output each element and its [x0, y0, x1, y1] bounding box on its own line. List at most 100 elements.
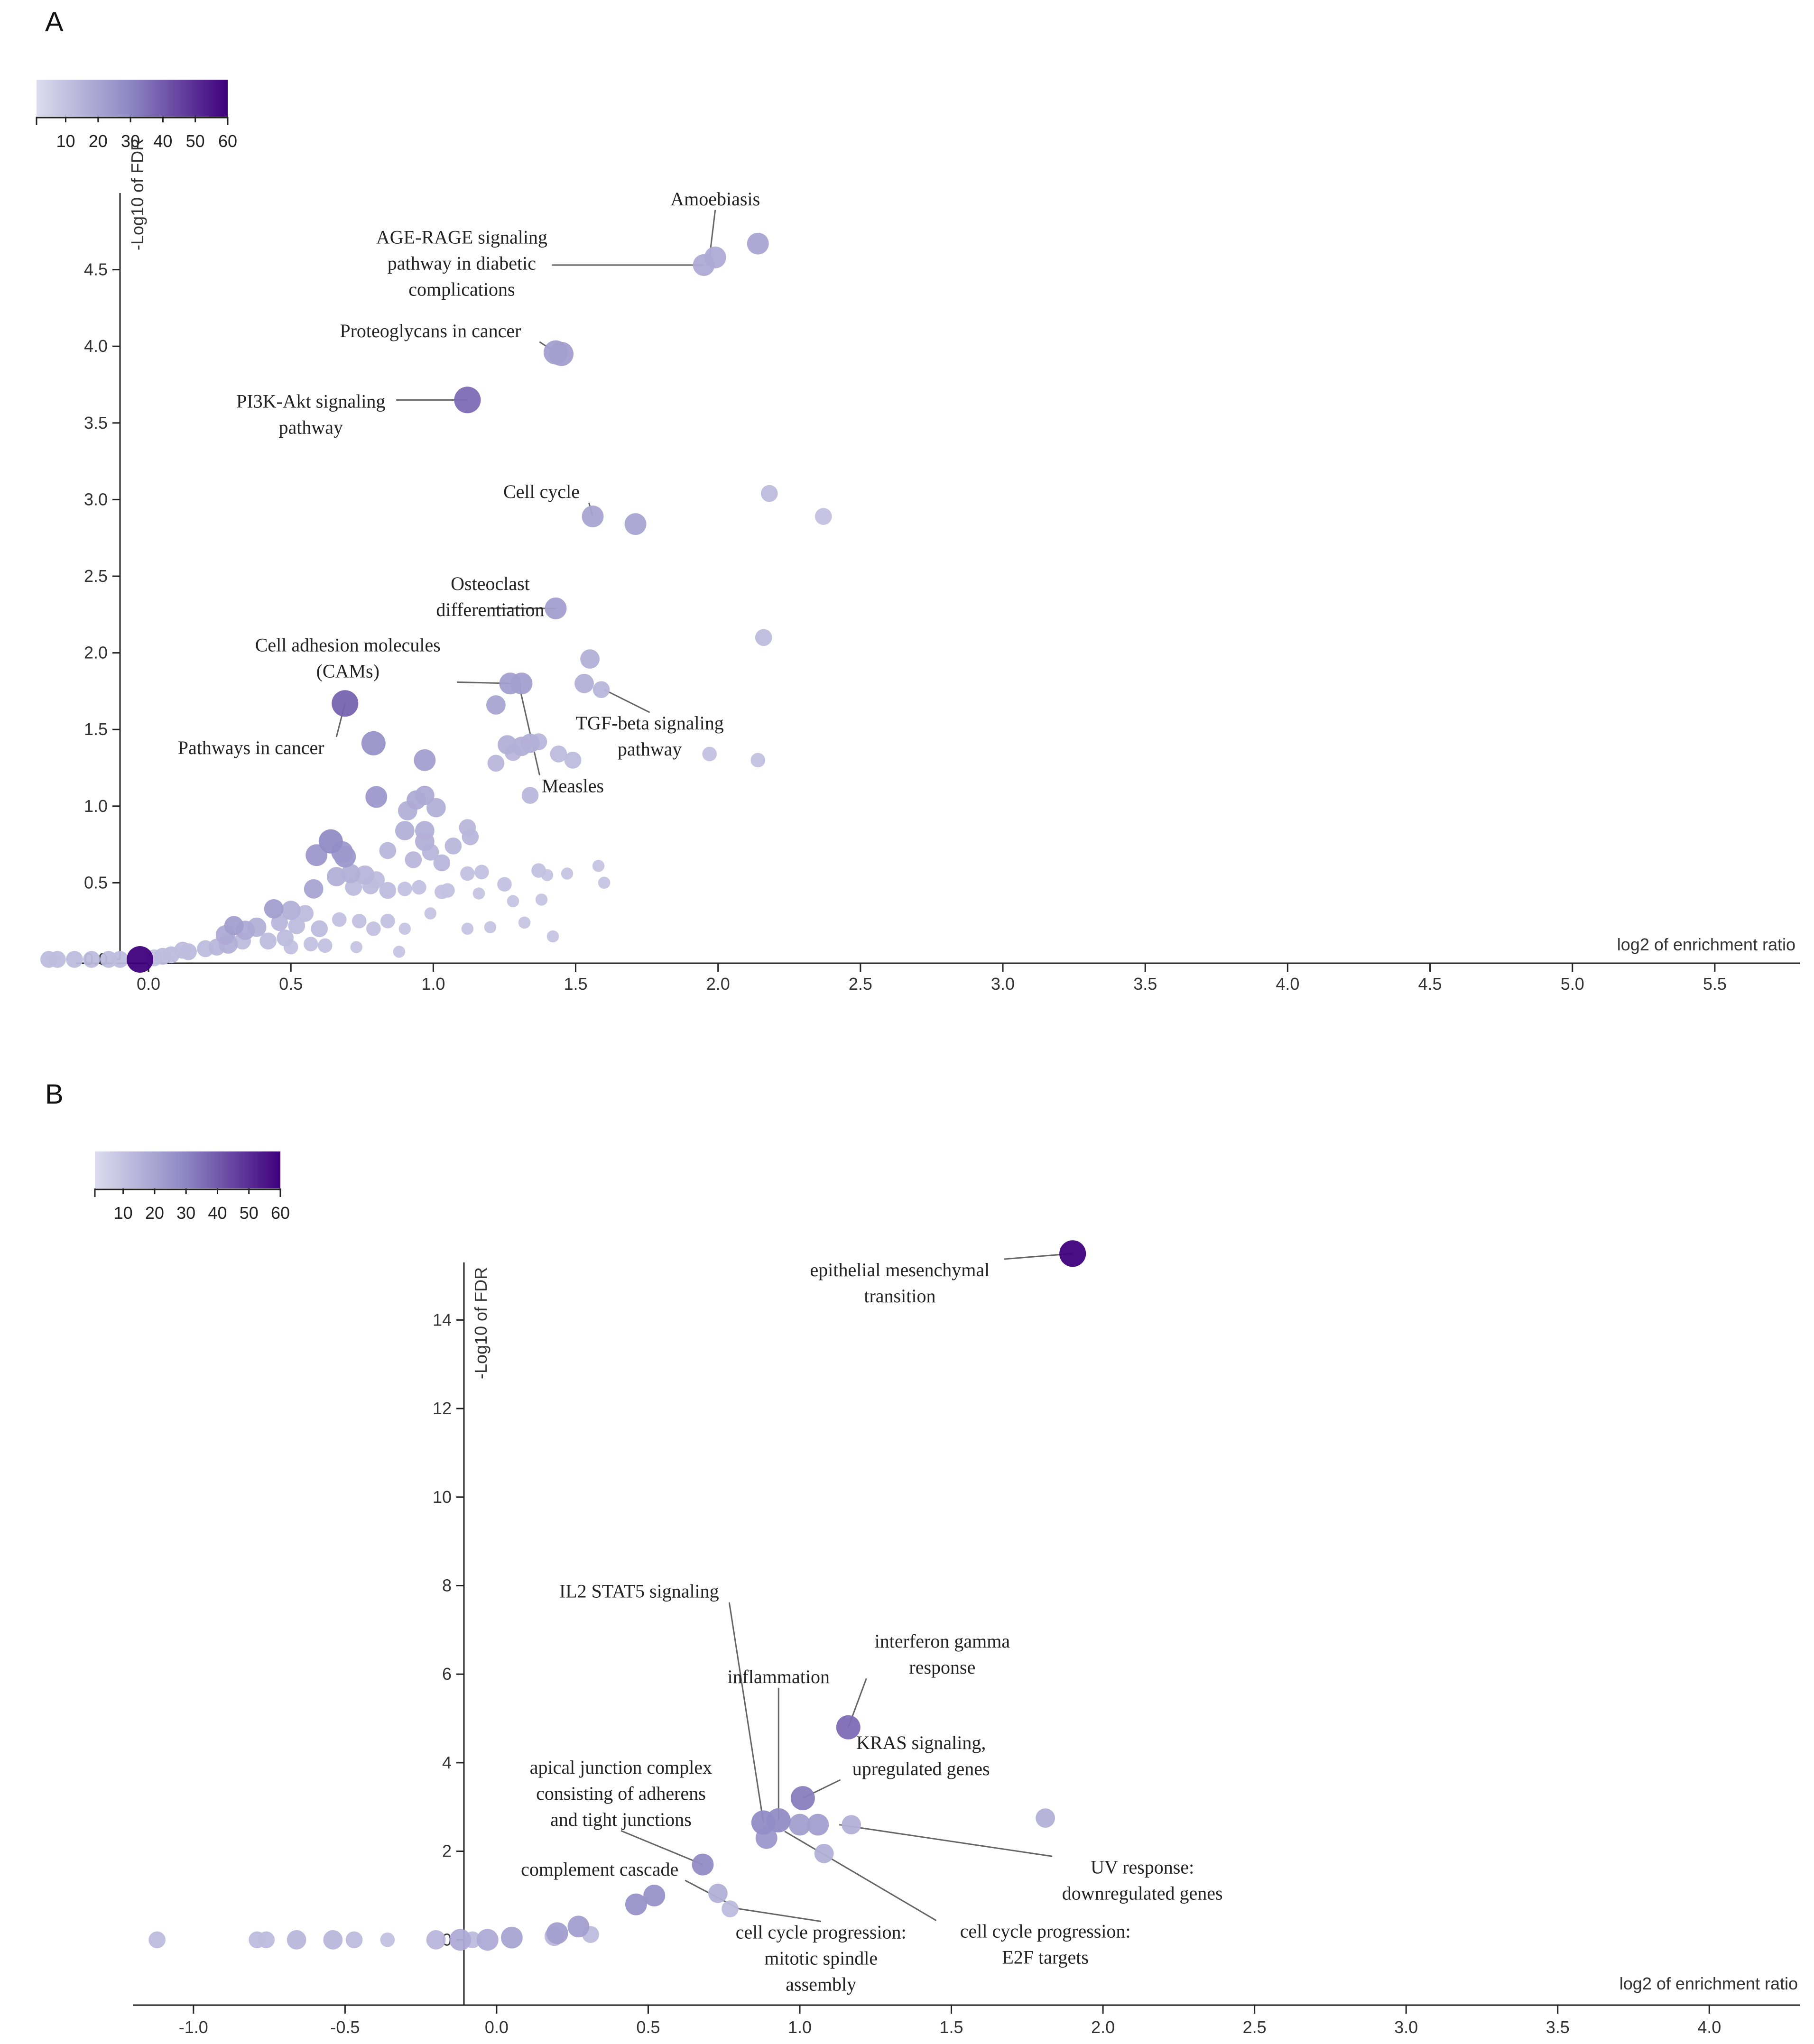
data-point: [760, 485, 778, 502]
data-point: [380, 913, 395, 929]
annotation-label: PI3K-Akt signaling pathway: [236, 390, 385, 438]
y-tick-label: 12: [433, 1399, 452, 1418]
y-tick-label: 2.5: [84, 566, 108, 586]
x-tick-label: 3.0: [1394, 2017, 1418, 2037]
data-point: [415, 831, 435, 851]
data-point: [126, 946, 154, 973]
colorbar-tick-label: 10: [114, 1203, 133, 1223]
data-point: [454, 387, 481, 414]
data-point: [702, 746, 717, 762]
data-point: [790, 1786, 815, 1811]
data-point: [462, 828, 479, 846]
annotation-leader-line: [784, 1831, 937, 1921]
data-point: [341, 864, 361, 884]
data-point: [1036, 1808, 1055, 1828]
data-point: [546, 1922, 568, 1944]
annotation-label: Amoebiasis: [670, 188, 760, 210]
data-point: [520, 733, 540, 753]
data-point: [497, 877, 512, 892]
data-point: [317, 938, 333, 953]
x-tick-label: 4.5: [1418, 974, 1442, 994]
y-tick-label: 1.5: [84, 719, 108, 739]
annotation-label: cell cycle progression: mitotic spindle as…: [736, 1922, 907, 1995]
data-point: [318, 829, 343, 854]
panel-a-points: [40, 232, 832, 973]
y-tick-label: 4: [442, 1753, 452, 1772]
data-point: [352, 913, 367, 929]
x-tick-label: 1.5: [940, 2017, 963, 2037]
annotation-label: UV response: downregulated genes: [1062, 1856, 1223, 1904]
annotation-leader-line: [728, 1602, 764, 1823]
colorbar-a-gradient: [37, 80, 228, 117]
data-point: [598, 876, 611, 889]
annotation-label: IL2 STAT5 signaling: [559, 1581, 719, 1602]
data-point: [487, 755, 505, 772]
annotation-label: KRAS signaling, upregulated genes: [852, 1732, 990, 1779]
annotation-leader-line: [739, 1908, 821, 1922]
data-point: [361, 731, 386, 755]
data-point: [398, 882, 412, 896]
colorbar-tick-label: 60: [271, 1203, 290, 1223]
y-tick-label: 2.0: [84, 643, 108, 663]
y-tick-label: 1.0: [84, 796, 108, 816]
data-point: [708, 1883, 728, 1903]
data-point: [535, 893, 548, 906]
colorbar-tick-label: 50: [240, 1203, 259, 1223]
panel-b-points: [148, 1240, 1086, 1951]
panel-b-axes: -1.0 -0.5 0.0 0.5 1.0 1.5 2.0 2.5 3.0 3.5 4.002468…: [133, 1262, 1800, 2037]
panel-a-annotations: Amoebiasis AGE-RAGE signaling pathway in d…: [178, 188, 760, 797]
data-point: [842, 1815, 861, 1834]
colorbar-b-gradient: [95, 1151, 280, 1188]
panel-b-annotations: epithelial mesenchymal transition IL2 STAT…: [521, 1259, 1222, 1995]
colorbar-tick-label: 40: [153, 131, 172, 151]
data-point: [1059, 1240, 1086, 1267]
data-point: [426, 798, 446, 818]
data-point: [531, 863, 546, 878]
panel-b-xlabel: log2 of enrichment ratio: [1620, 1974, 1798, 1993]
data-point: [435, 884, 449, 900]
data-point: [412, 880, 426, 895]
data-point: [303, 937, 318, 951]
data-point: [332, 912, 347, 927]
data-point: [561, 867, 574, 880]
data-point: [379, 842, 397, 859]
annotation-label: Measles: [542, 775, 604, 797]
annotation-label: epithelial mesenchymal transition: [810, 1259, 990, 1307]
data-point: [414, 749, 436, 771]
panel-a-label: A: [45, 7, 64, 37]
data-point: [224, 916, 244, 936]
x-tick-label: -0.5: [330, 2017, 360, 2037]
data-point: [424, 907, 437, 920]
panel-b-ylabel: -Log10 of FDR: [471, 1267, 491, 1379]
colorbar-tick-label: 60: [218, 131, 237, 151]
data-point: [296, 905, 314, 922]
data-point: [395, 821, 415, 840]
panel-a: A 10 20 30 40 50 60 0.0 0.5 1.0 1.5 2.0 2.5 3.0 3.5 4…: [36, 7, 1800, 994]
data-point: [592, 681, 610, 699]
data-point: [277, 929, 294, 947]
y-tick-label: 6: [442, 1664, 452, 1684]
data-point: [592, 860, 605, 872]
panel-a-scatter: 0.00.51.01.52.02.53.03.54.04.55.05.50.00…: [40, 138, 1800, 994]
data-point: [415, 785, 435, 805]
data-point: [334, 846, 356, 868]
x-tick-label: 1.5: [564, 974, 588, 994]
annotation-label: Pathways in cancer: [178, 737, 324, 758]
data-point: [323, 1930, 343, 1950]
x-tick-label: 5.5: [1703, 974, 1727, 994]
x-tick-label: 3.5: [1546, 2017, 1570, 2037]
data-point: [100, 951, 117, 968]
data-point: [567, 1915, 590, 1938]
x-tick-label: 2.0: [1091, 2017, 1115, 2037]
data-point: [249, 1931, 266, 1949]
colorbar-b-ticks: 10 20 30 40 50 60: [94, 1188, 290, 1223]
data-point: [281, 901, 301, 920]
y-tick-label: 2: [442, 1841, 452, 1861]
panel-b-colorbar: 10 20 30 40 50 60: [94, 1151, 290, 1223]
data-point: [550, 746, 567, 763]
annotation-label: Cell adhesion molecules (CAMs): [255, 634, 441, 681]
data-point: [393, 946, 406, 958]
x-tick-label: -1.0: [179, 2017, 208, 2037]
annotation-label: complement cascade: [521, 1859, 678, 1880]
data-point: [486, 695, 506, 715]
